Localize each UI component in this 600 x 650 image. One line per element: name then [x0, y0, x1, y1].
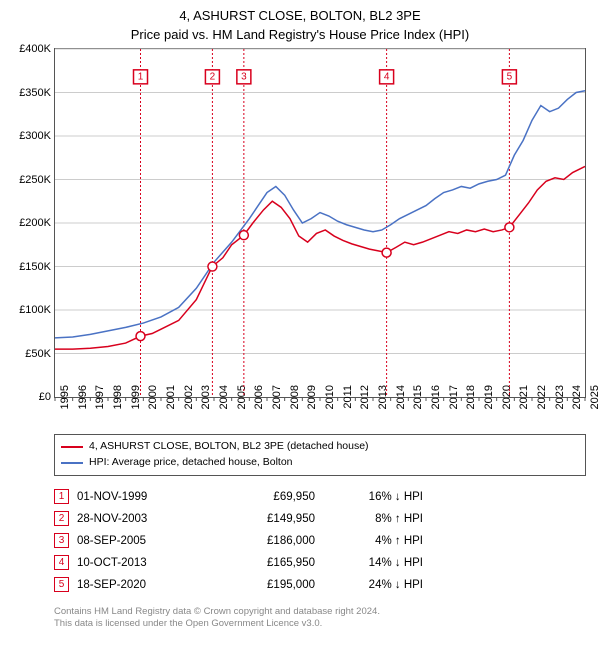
transaction-price: £165,950 [215, 557, 315, 569]
transaction-row: 4 10-OCT-2013 £165,950 14% ↓ HPI [54, 552, 586, 574]
svg-text:3: 3 [241, 71, 247, 82]
y-axis-tick-label: £100K [7, 304, 51, 316]
y-axis-tick-label: £0 [7, 391, 51, 403]
y-axis-tick-label: £50K [7, 348, 51, 360]
transaction-price: £195,000 [215, 579, 315, 591]
license-line: Contains HM Land Registry data © Crown c… [54, 606, 586, 619]
y-axis-tick-label: £300K [7, 130, 51, 142]
legend-item-property: 4, ASHURST CLOSE, BOLTON, BL2 3PE (detac… [61, 439, 579, 455]
y-axis-tick-label: £250K [7, 174, 51, 186]
transaction-date: 08-SEP-2005 [77, 535, 207, 547]
transaction-delta: 14% ↓ HPI [323, 557, 423, 569]
transaction-row: 2 28-NOV-2003 £149,950 8% ↑ HPI [54, 508, 586, 530]
transaction-row: 3 08-SEP-2005 £186,000 4% ↑ HPI [54, 530, 586, 552]
x-axis-tick-label: 2025 [589, 385, 600, 417]
svg-text:5: 5 [507, 71, 513, 82]
svg-text:1: 1 [138, 71, 144, 82]
transactions-table: 1 01-NOV-1999 £69,950 16% ↓ HPI 2 28-NOV-2003… [54, 486, 586, 596]
transaction-date: 10-OCT-2013 [77, 557, 207, 569]
transaction-price: £186,000 [215, 535, 315, 547]
license-text: Contains HM Land Registry data © Crown c… [54, 606, 586, 632]
chart-title-address: 4, ASHURST CLOSE, BOLTON, BL2 3PE [10, 8, 590, 23]
transaction-badge: 2 [54, 511, 69, 526]
transaction-delta: 16% ↓ HPI [323, 491, 423, 503]
transaction-date: 18-SEP-2020 [77, 579, 207, 591]
transaction-badge: 5 [54, 577, 69, 592]
transaction-delta: 8% ↑ HPI [323, 513, 423, 525]
transaction-row: 5 18-SEP-2020 £195,000 24% ↓ HPI [54, 574, 586, 596]
transaction-row: 1 01-NOV-1999 £69,950 16% ↓ HPI [54, 486, 586, 508]
y-axis-tick-label: £400K [7, 43, 51, 55]
transaction-badge: 3 [54, 533, 69, 548]
chart-title-subtitle: Price paid vs. HM Land Registry's House … [10, 27, 590, 42]
transaction-badge: 4 [54, 555, 69, 570]
legend-item-hpi: HPI: Average price, detached house, Bolt… [61, 455, 579, 471]
legend-label: 4, ASHURST CLOSE, BOLTON, BL2 3PE (detac… [89, 439, 369, 455]
y-axis-tick-label: £150K [7, 261, 51, 273]
legend-swatch [61, 446, 83, 448]
transaction-delta: 4% ↑ HPI [323, 535, 423, 547]
transaction-delta: 24% ↓ HPI [323, 579, 423, 591]
y-axis-tick-label: £200K [7, 217, 51, 229]
license-line: This data is licensed under the Open Gov… [54, 618, 586, 631]
svg-text:2: 2 [210, 71, 216, 82]
transaction-price: £69,950 [215, 491, 315, 503]
legend-swatch [61, 462, 83, 464]
transaction-date: 28-NOV-2003 [77, 513, 207, 525]
y-axis-tick-label: £350K [7, 87, 51, 99]
chart-plot-area: £0£50K£100K£150K£200K£250K£300K£350K£400… [54, 48, 586, 398]
svg-text:4: 4 [384, 71, 390, 82]
chart-legend: 4, ASHURST CLOSE, BOLTON, BL2 3PE (detac… [54, 434, 586, 476]
transaction-badge: 1 [54, 489, 69, 504]
legend-label: HPI: Average price, detached house, Bolt… [89, 455, 293, 471]
transaction-price: £149,950 [215, 513, 315, 525]
transaction-date: 01-NOV-1999 [77, 491, 207, 503]
